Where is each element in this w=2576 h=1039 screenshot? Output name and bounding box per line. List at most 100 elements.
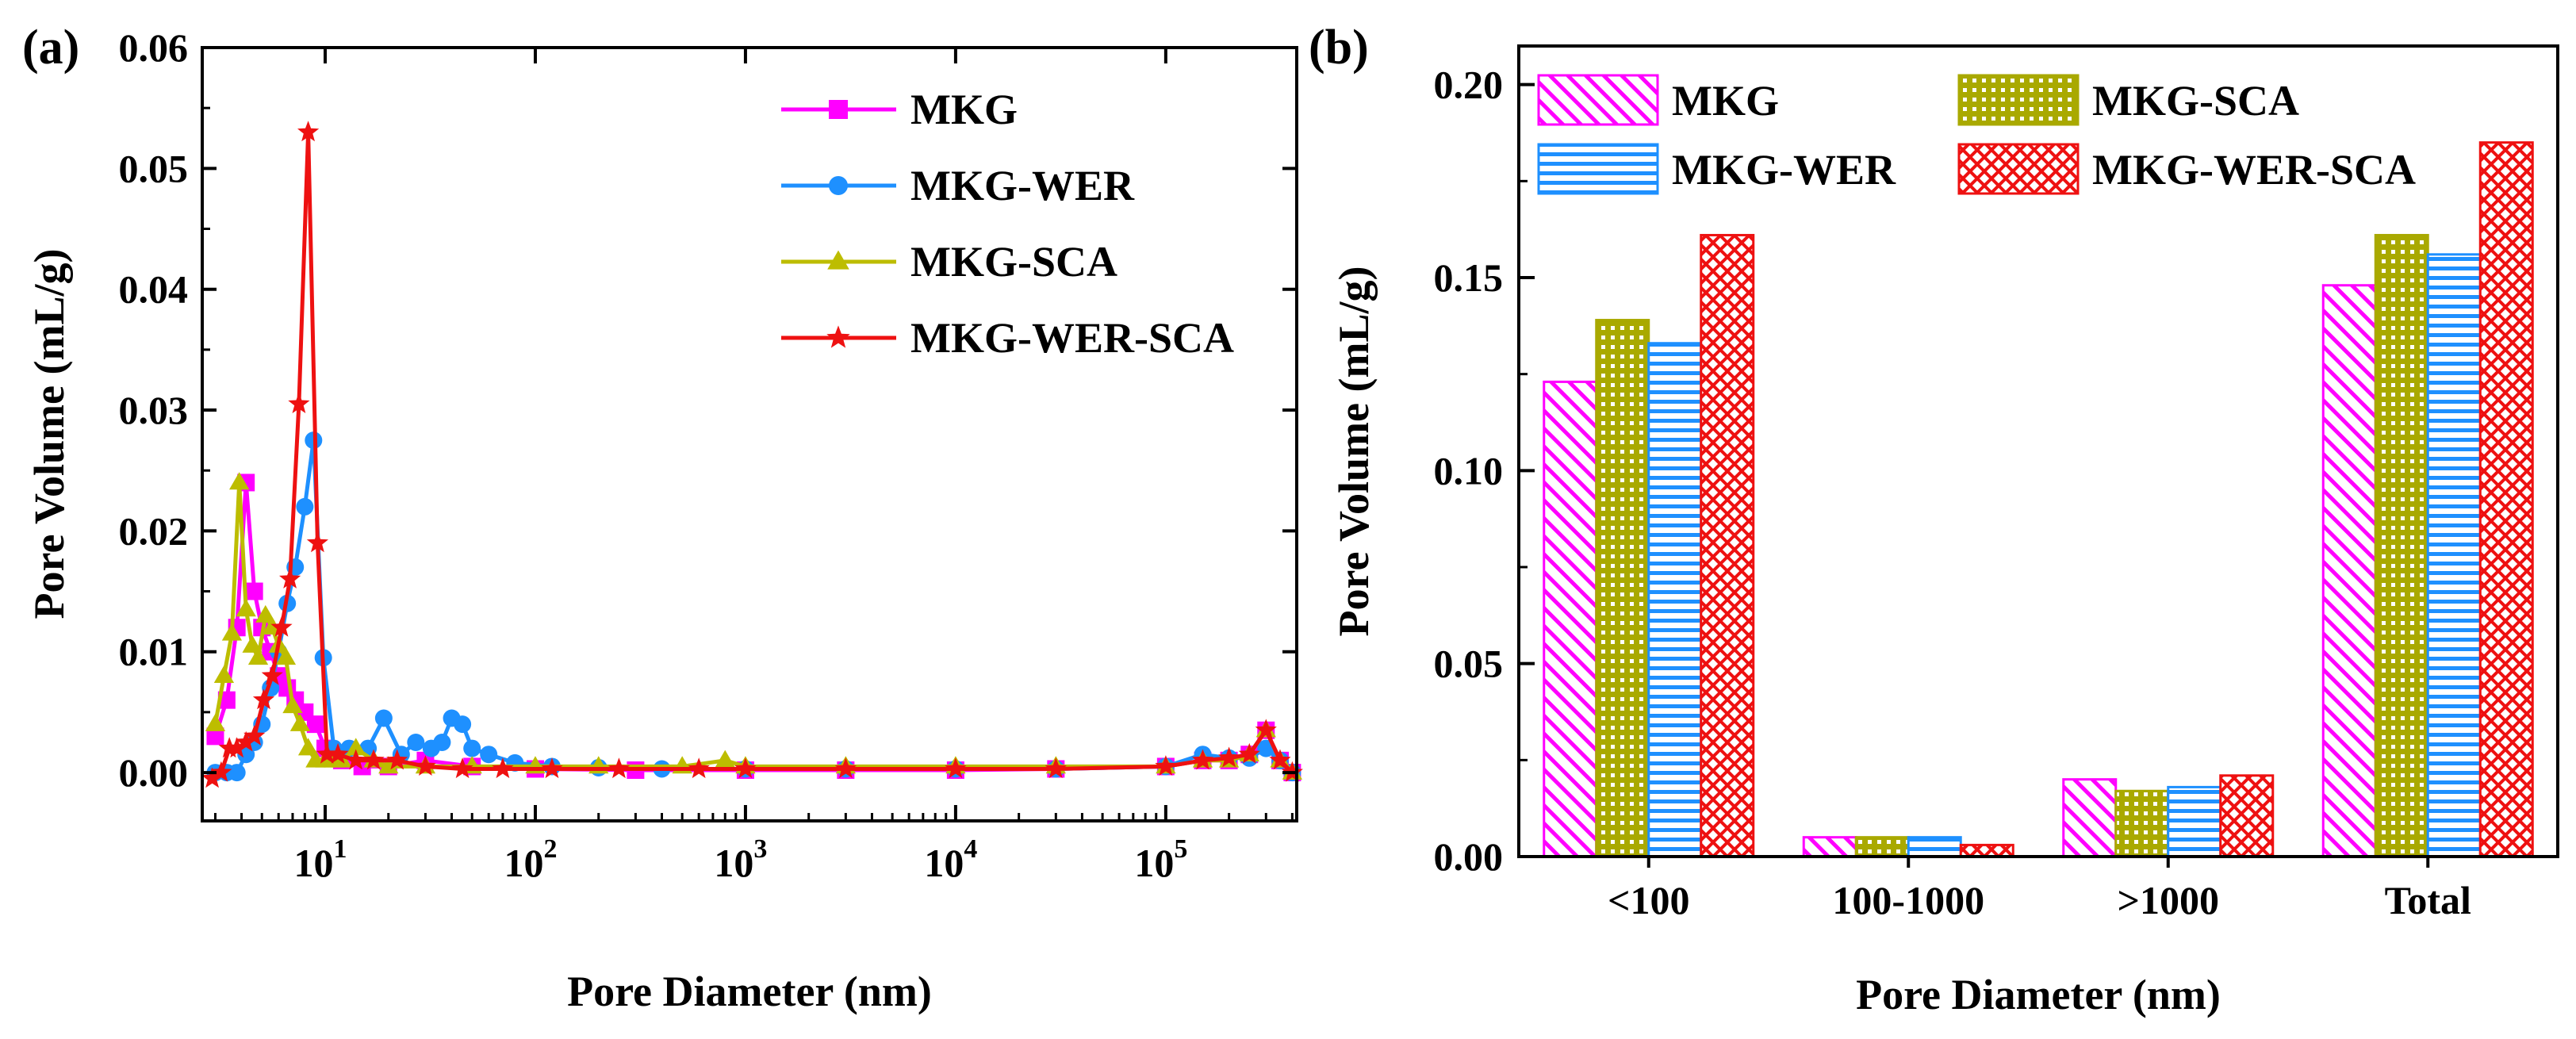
legend-marker (826, 325, 850, 348)
x-tick-label: <100 (1608, 878, 1690, 922)
data-point (252, 688, 275, 710)
legend-entry-mkg-sca: MKG-SCA (1957, 74, 2299, 126)
data-point (374, 709, 393, 727)
y-tick-label: 0.00 (1434, 834, 1504, 879)
bar-mkg-3 (2321, 284, 2377, 858)
data-point (270, 616, 293, 637)
data-point (1238, 742, 1260, 764)
panel-b-plot-frame (1517, 44, 2559, 858)
panel-b-legend: MKG MKG-SCA MKG-WER MKG-WER-SCA (1537, 74, 2416, 195)
data-point (316, 742, 338, 764)
data-point (229, 472, 250, 490)
data-point (433, 733, 451, 751)
x-tick-label: 104 (924, 834, 977, 885)
bar-mkg-sca-3 (2374, 233, 2429, 858)
bar-mkg-sca-1 (1854, 836, 1910, 858)
legend-swatch (1537, 74, 1659, 126)
legend-swatch (1537, 143, 1659, 195)
bar-mkg-wer-3 (2426, 253, 2482, 858)
y-tick-label: 0.01 (119, 630, 189, 674)
data-point (346, 738, 366, 756)
panel-b-x-axis-label: Pore Diameter (nm) (1856, 971, 2221, 1018)
legend-label: MKG-SCA (910, 238, 1117, 286)
data-point (242, 635, 263, 653)
panel-a-series-layer (201, 121, 1303, 788)
data-point (261, 664, 283, 685)
data-point (205, 713, 226, 731)
bar-mkg-wer-0 (1647, 342, 1703, 858)
legend-entry-mkg: MKG (1537, 74, 1779, 126)
data-point (226, 737, 248, 758)
bar-mkg-wer-sca-3 (2478, 141, 2534, 858)
panel-b-axes: 0.00 0.05 0.10 0.15 0.20 <100 100-1000 >1000 Tot… (1434, 63, 2472, 922)
bar-mkg-wer-2 (2167, 785, 2222, 858)
data-point (279, 568, 301, 589)
data-point (288, 393, 310, 413)
y-tick-label: 0.00 (119, 750, 189, 795)
data-point (608, 757, 630, 779)
data-point (454, 715, 472, 734)
legend-label: MKG (1672, 77, 1779, 125)
legend-entry-mkg: MKG (781, 86, 1018, 133)
legend-label: MKG-WER-SCA (2092, 146, 2416, 194)
y-tick-label: 0.05 (1434, 642, 1504, 686)
panel-a-line-chart: (a) 0.00 0.01 0.02 0.03 0.04 0.05 0.06 101 102 10… (22, 21, 1303, 1015)
legend-swatch (1957, 74, 2080, 126)
data-point (236, 599, 256, 617)
legend-marker (829, 100, 848, 119)
data-point (289, 713, 311, 731)
data-point (407, 733, 425, 751)
data-point (1218, 746, 1240, 768)
bar-mkg-0 (1543, 380, 1598, 858)
bar-mkg-2 (2062, 778, 2118, 858)
series-line-mkg-wer-sca (211, 130, 1294, 780)
data-point (688, 757, 710, 779)
panel-a-label: (a) (22, 21, 79, 75)
data-point (362, 749, 385, 770)
bar-mkg-1 (1802, 836, 1857, 858)
data-point (1191, 749, 1214, 770)
panel-b-bars-layer (1543, 141, 2534, 858)
series-mkg-sca (205, 472, 1303, 780)
panel-a-plot-frame (201, 46, 1298, 822)
panel-b-label: (b) (1309, 21, 1369, 75)
series-mkg (206, 473, 1301, 782)
legend-swatch (1957, 143, 2080, 195)
data-point (945, 757, 967, 779)
bar-mkg-sca-2 (2114, 789, 2170, 858)
data-point (221, 623, 243, 641)
legend-entry-mkg-wer: MKG-WER (781, 162, 1135, 209)
legend-label: MKG-SCA (2092, 77, 2299, 125)
data-point (414, 755, 436, 776)
legend-entry-mkg-wer-sca: MKG-WER-SCA (1957, 143, 2416, 195)
data-point (282, 696, 303, 714)
data-point (345, 749, 367, 770)
series-mkg-wer (206, 431, 1301, 782)
y-tick-label: 0.20 (1434, 63, 1504, 107)
x-tick-label: 100-1000 (1832, 878, 1984, 922)
panel-a-y-axis-label: Pore Volume (mL/g) (25, 249, 73, 619)
data-point (275, 647, 297, 665)
data-point (327, 742, 349, 764)
data-point (463, 739, 481, 757)
bar-mkg-wer-sca-2 (2219, 774, 2275, 858)
data-point (247, 647, 269, 665)
legend-entry-mkg-wer: MKG-WER (1537, 143, 1896, 195)
data-point (492, 757, 514, 779)
legend-marker (827, 250, 849, 270)
panel-b-y-axis-label: Pore Volume (mL/g) (1330, 266, 1378, 637)
data-point (378, 756, 399, 774)
bar-mkg-wer-1 (1907, 836, 1962, 858)
x-tick-label: 105 (1134, 834, 1187, 885)
x-tick-label: 103 (714, 834, 767, 885)
x-tick-label: >1000 (2118, 878, 2220, 922)
legend-label: MKG (910, 86, 1018, 133)
data-point (297, 121, 320, 142)
panel-a-x-axis-label: Pore Diameter (nm) (567, 968, 932, 1015)
data-point (541, 757, 563, 779)
data-point (386, 749, 408, 770)
y-tick-label: 0.04 (119, 267, 189, 312)
y-tick-label: 0.10 (1434, 448, 1504, 493)
y-tick-label: 0.06 (119, 25, 189, 70)
